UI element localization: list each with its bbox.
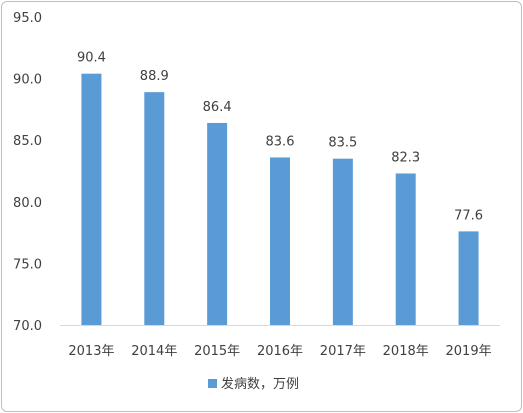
bar: [144, 92, 165, 325]
bar: [270, 157, 290, 325]
x-axis: 2013年 2014年 2015年 2016年 2017年 2018年 2019年: [60, 325, 500, 359]
y-tick-label: 70.0: [13, 319, 42, 334]
data-labels: 90.4 88.9 86.4 83.6 83.5 82.3 77.6: [77, 51, 483, 224]
data-label: 83.5: [328, 136, 357, 151]
y-tick-label: 95.0: [13, 11, 42, 26]
x-tick-label: 2018年: [383, 344, 429, 359]
x-tick-label: 2015年: [194, 344, 240, 359]
data-label: 83.6: [266, 134, 295, 149]
data-label: 82.3: [391, 150, 420, 165]
y-tick-label: 80.0: [13, 196, 42, 211]
bar: [395, 173, 416, 325]
x-tick-label: 2016年: [257, 344, 303, 359]
bar: [332, 158, 353, 325]
x-tick-label: 2019年: [446, 344, 492, 359]
x-tick-label: 2013年: [68, 344, 114, 359]
bar: [458, 231, 479, 325]
y-tick-label: 75.0: [13, 257, 42, 272]
x-tick-label: 2017年: [320, 344, 366, 359]
y-tick-label: 90.0: [13, 73, 42, 88]
legend-label: 发病数，万例: [221, 376, 299, 392]
legend-swatch: [208, 379, 217, 388]
bar: [81, 73, 102, 325]
y-tick-label: 85.0: [13, 134, 42, 149]
data-label: 86.4: [203, 100, 232, 115]
x-tick-label: 2014年: [131, 344, 177, 359]
data-label: 77.6: [454, 208, 483, 223]
data-label: 90.4: [77, 51, 106, 66]
data-label: 88.9: [140, 69, 169, 84]
y-axis: 70.0 75.0 80.0 85.0 90.0 95.0: [13, 11, 42, 334]
legend: 发病数，万例: [208, 376, 299, 392]
bar-series: [81, 73, 479, 326]
bar: [207, 122, 228, 326]
